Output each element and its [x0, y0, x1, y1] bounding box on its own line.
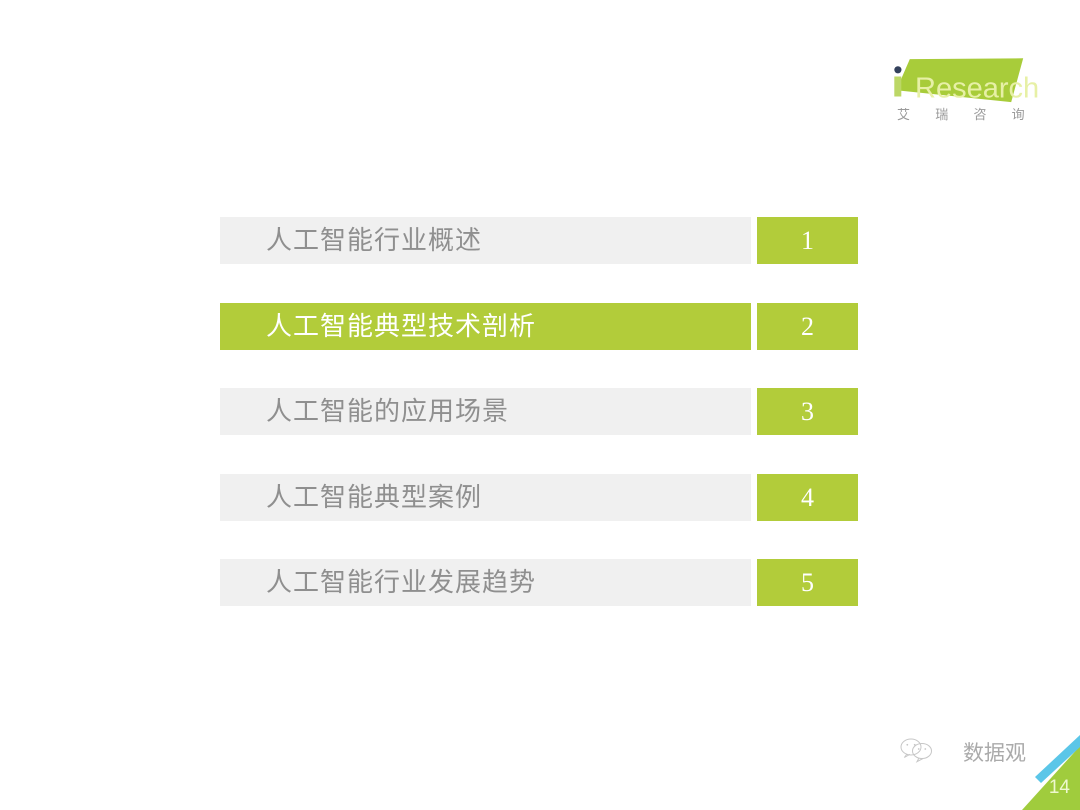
svg-text:数据观: 数据观	[963, 742, 1026, 765]
svg-text:Research: Research	[915, 73, 1039, 105]
